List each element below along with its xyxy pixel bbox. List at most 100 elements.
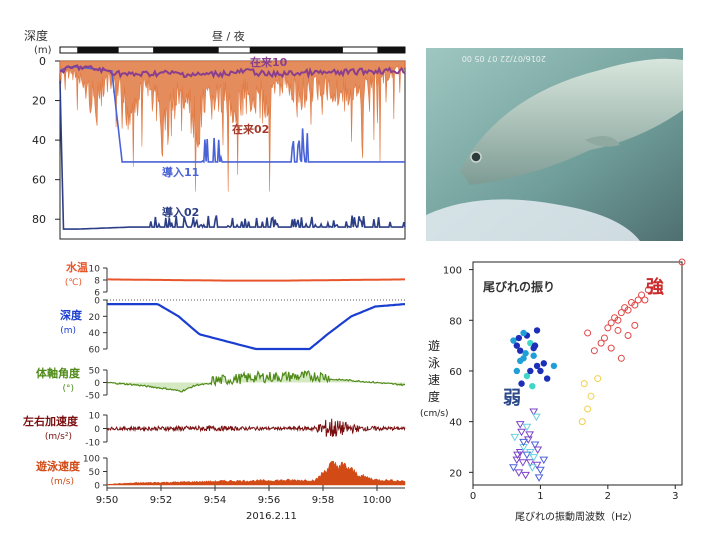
scatter-point-strong: [604, 324, 612, 332]
night-segment: [77, 47, 119, 53]
tl-ytick-label: 40: [32, 134, 46, 147]
fish-eye: [470, 151, 482, 163]
panel-ytick-label: 50: [89, 468, 101, 478]
scatter-point-strong: [644, 286, 652, 294]
panel-unit-speed: (m/s): [50, 477, 74, 487]
time-tick-label: 9:56: [258, 495, 280, 506]
scatter-point-medium: [550, 362, 558, 370]
scatter-point-medium: [537, 367, 544, 375]
scatter-point-strong: [638, 291, 646, 299]
scatter-point-medium: [518, 380, 525, 387]
scatter-point-medium: [533, 327, 541, 334]
panel-unit-depth: (m): [60, 326, 76, 336]
ylabel-char-2: 泳: [428, 356, 440, 370]
scatter-point-medium: [527, 367, 534, 375]
tl-y-ticks: 0 20 40 60 80: [32, 55, 60, 226]
scatter-xtick-label: 3: [672, 491, 678, 502]
scatter-ticks: 100 80 60 40 20 0 1 2 3: [443, 266, 679, 502]
scatter-xlabel: 尾びれの振動周波数（Hz）: [515, 510, 638, 523]
series-donyu02: [59, 80, 406, 230]
scatter-point-strong: [631, 301, 639, 309]
time-tick-label: 9:52: [150, 495, 172, 506]
scatter-point-weak: [519, 438, 528, 447]
panel-unit-accel: (m/s²): [45, 432, 72, 442]
scatter-point-strong: [617, 309, 625, 317]
panel-ytick-label: 10: [89, 265, 101, 275]
series-label-donyu11: 導入11: [162, 165, 199, 179]
panel-unit-temp: (℃): [65, 278, 82, 288]
scatter-point-weak: [533, 446, 543, 455]
scatter-point-strong: [594, 375, 602, 383]
tl-ytick-label: 0: [39, 55, 46, 68]
scatter-point-medium: [522, 350, 529, 357]
scatter-ytick-label: 100: [443, 266, 462, 277]
scatter-point-strong: [634, 296, 642, 304]
scatter-point-medium: [531, 342, 539, 349]
scatter-point-weak: [510, 433, 520, 442]
scatter-point-medium: [510, 337, 517, 344]
panel-ytick-label: -10: [85, 439, 100, 449]
scatter-point-weak: [532, 413, 541, 422]
night-segment: [249, 47, 343, 53]
scatter-ytick-label: 20: [449, 468, 462, 479]
sensor-panels: 水温 (℃) 10 8 6 深度 (m) 0 20 40 60 体軸角度 (°) 50 0 -50 左右加速度 (…: [22, 260, 406, 492]
series-zairai02: [59, 60, 406, 192]
scatter-point-strong: [587, 392, 595, 400]
panel-ytick-label: 100: [83, 455, 100, 465]
scatter-point-weak: [536, 466, 545, 475]
panel-ytick-label: 60: [89, 346, 101, 356]
scatter-point-strong: [607, 319, 615, 327]
series-donyu11: [59, 66, 405, 164]
series-depth: [107, 303, 406, 351]
tl-ylabel: 深度: [24, 28, 48, 43]
scatter-point-medium: [540, 360, 547, 367]
scatter-point-weak: [527, 464, 537, 472]
fish-shape: [460, 58, 683, 185]
panel-ytick-label: 40: [89, 329, 101, 339]
scatter-point-strong: [624, 306, 632, 314]
series-acceleration: [107, 418, 406, 437]
scatter-point-medium: [513, 342, 521, 349]
scatter-point-weak: [525, 449, 535, 457]
scatter-points: [509, 258, 686, 482]
panel-ytick-label: 0: [94, 425, 100, 435]
scatter-point-medium: [529, 382, 536, 390]
scatter-point-weak: [525, 459, 535, 467]
daynight-label: 昼 / 夜: [212, 29, 245, 43]
tail-beat-scatter: 100 80 60 40 20 0 1 2 3 尾びれの振り 強 弱 遊 泳 速 度 (cm/s…: [420, 258, 686, 523]
scatter-point-medium: [543, 375, 551, 382]
night-segment: [153, 47, 219, 53]
scatter-point-weak: [518, 459, 528, 467]
series-axis-fill: [107, 371, 405, 392]
scatter-frame: [472, 261, 683, 486]
scatter-point-medium: [513, 367, 521, 375]
scatter-point-weak: [522, 423, 532, 432]
series-label-donyu02: 導入02: [162, 205, 199, 219]
tl-ytick-label: 60: [32, 174, 46, 187]
scatter-ytick-label: 80: [449, 316, 462, 327]
time-tick-label: 9:58: [312, 495, 334, 506]
series-body-axis: [106, 370, 406, 393]
scatter-ytick-label: 60: [449, 367, 462, 378]
ylabel-char-4: 度: [428, 389, 440, 404]
scatter-point-weak: [530, 441, 540, 449]
daynight-bar: [59, 46, 406, 54]
panel-ytick-label: 10: [89, 412, 101, 422]
panel-ytick-label: -50: [85, 392, 100, 402]
time-tick-label: 10:00: [363, 495, 392, 506]
panel-unit-axis: (°): [62, 384, 74, 394]
panel-ytick-label: 20: [89, 313, 101, 323]
panel-label-axis: 体軸角度: [36, 366, 81, 380]
series-temperature: [107, 278, 405, 282]
scatter-point-strong: [600, 334, 608, 342]
time-axis: 9:50 9:52 9:54 9:56 9:58 10:00: [96, 485, 405, 506]
night-segment: [377, 47, 405, 53]
scatter-point-medium: [530, 352, 537, 359]
photo-timestamp: 2016/07/22 07 05 00: [462, 54, 546, 63]
scatter-point-strong: [590, 347, 598, 355]
scatter-ytick-label: 40: [449, 418, 462, 429]
scatter-point-strong: [641, 296, 649, 304]
scatter-point-strong: [607, 344, 615, 352]
scatter-point-strong: [597, 339, 605, 347]
panel-ytick-label: 50: [89, 367, 101, 377]
